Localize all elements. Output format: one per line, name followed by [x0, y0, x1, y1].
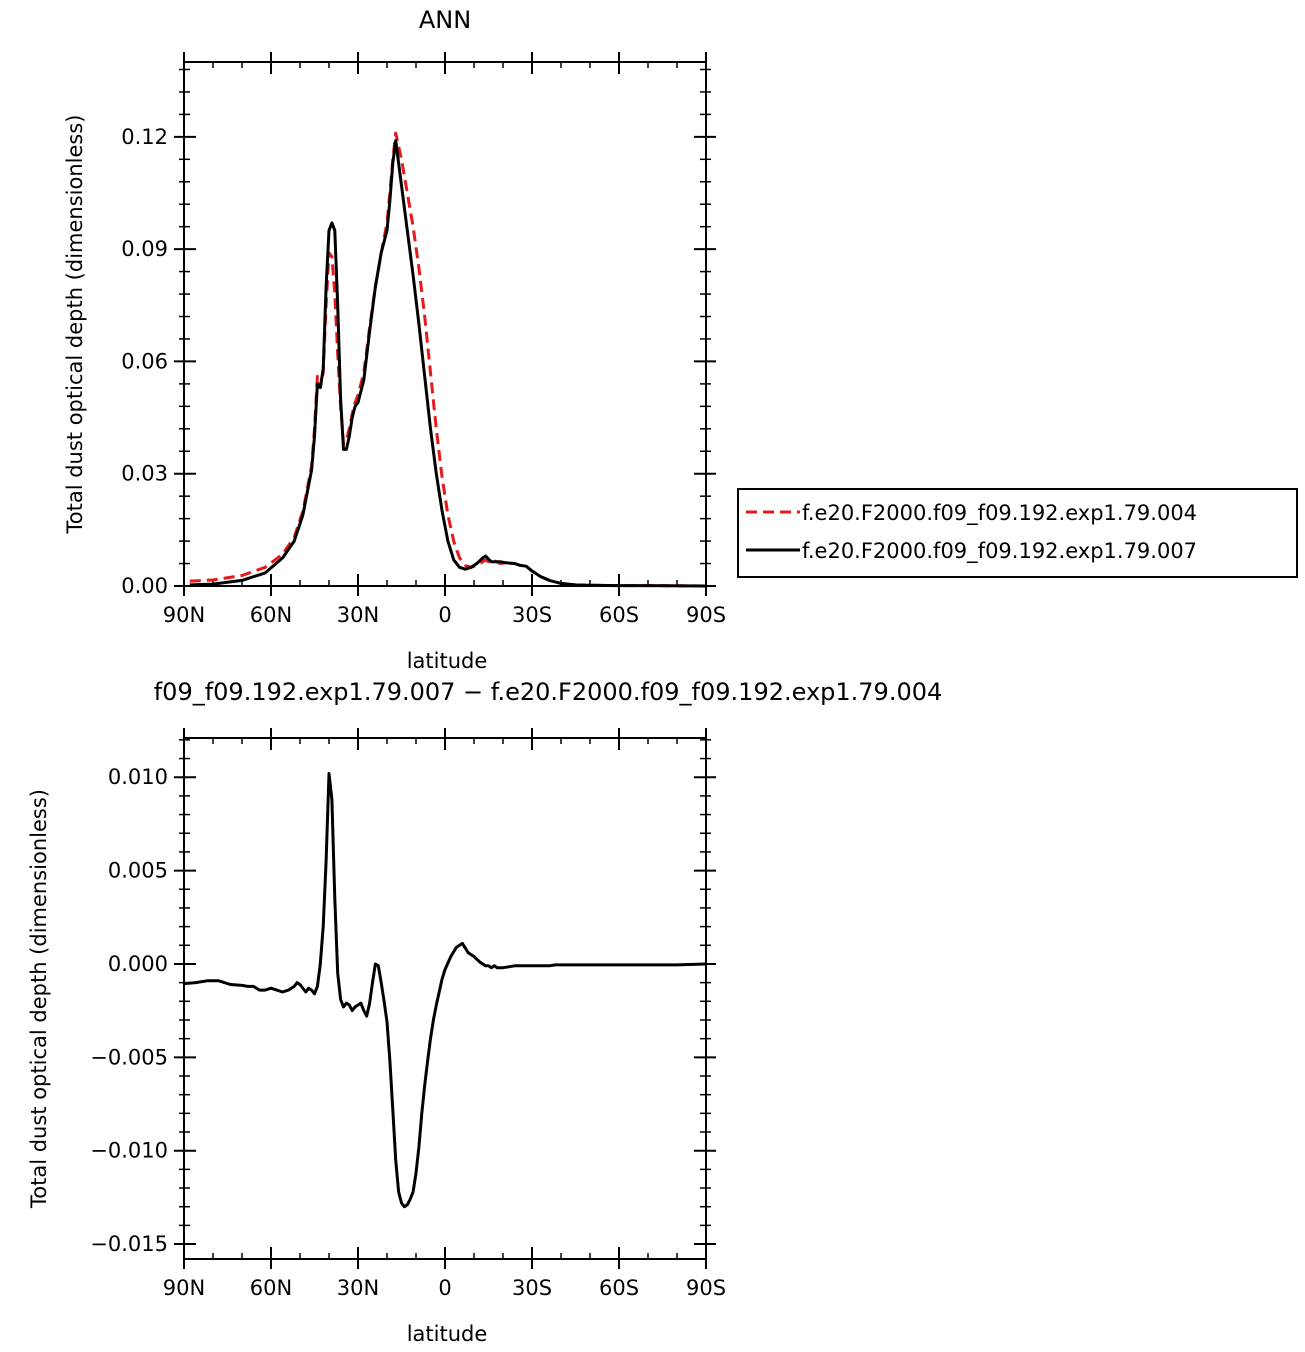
x-tick-label: 0 — [438, 1276, 451, 1300]
y-tick-label: 0.010 — [108, 765, 168, 789]
plot-frame — [183, 737, 707, 1260]
y-tick-label: −0.005 — [90, 1045, 168, 1069]
y-axis-label: Total dust optical depth (dimensionless) — [63, 115, 87, 535]
y-tick-label: 0.12 — [121, 125, 168, 149]
x-axis-label: latitude — [407, 1322, 488, 1346]
x-tick-label: 60N — [250, 603, 292, 627]
x-tick-label: 30N — [337, 603, 379, 627]
legend-entry-1: f.e20.F2000.f09_f09.192.exp1.79.004 — [802, 501, 1197, 526]
y-tick-label: 0.09 — [121, 237, 168, 261]
x-tick-label: 60S — [599, 1276, 639, 1300]
series-line-1 — [183, 772, 707, 1209]
legend-entry-2: f.e20.F2000.f09_f09.192.exp1.79.007 — [802, 539, 1197, 564]
x-tick-label: 90S — [686, 1276, 726, 1300]
panel-top: 90N 60N 30N 0 30S 60S 90S 0.00 0.03 0.06 0.09 0.12 A… — [63, 6, 726, 673]
x-tick-label: 90S — [686, 603, 726, 627]
legend: f.e20.F2000.f09_f09.192.exp1.79.004 f.e20… — [737, 488, 1298, 578]
y-tick-label: 0.000 — [108, 952, 168, 976]
y-tick-label: −0.015 — [90, 1232, 168, 1256]
chart-title: f09_f09.192.exp1.79.007 − f.e20.F2000.f0… — [154, 678, 943, 706]
x-axis-label: latitude — [407, 649, 488, 673]
y-tick-label: −0.010 — [90, 1139, 168, 1163]
x-tick-label: 30S — [512, 1276, 552, 1300]
y-tick-label: 0.00 — [121, 574, 168, 598]
x-tick-label: 90N — [163, 1276, 205, 1300]
plot-frame — [183, 61, 707, 587]
x-tick-label: 90N — [163, 603, 205, 627]
y-axis-label: Total dust optical depth (dimensionless) — [27, 789, 51, 1209]
chart-title: ANN — [419, 6, 471, 34]
series-line-2 — [189, 139, 707, 588]
panel-bottom: 90N 60N 30N 0 30S 60S 90S 0.010 0.005 0.000 −0.005… — [27, 678, 942, 1346]
x-tick-label: 30N — [337, 1276, 379, 1300]
y-tick-label: 0.06 — [121, 349, 168, 373]
x-tick-label: 0 — [438, 603, 451, 627]
series-line-1 — [189, 131, 707, 588]
legend-box — [737, 488, 1298, 578]
x-tick-label: 60N — [250, 1276, 292, 1300]
x-tick-label: 30S — [512, 603, 552, 627]
y-tick-label: 0.005 — [108, 859, 168, 883]
x-tick-label: 60S — [599, 603, 639, 627]
y-tick-label: 0.03 — [121, 462, 168, 486]
